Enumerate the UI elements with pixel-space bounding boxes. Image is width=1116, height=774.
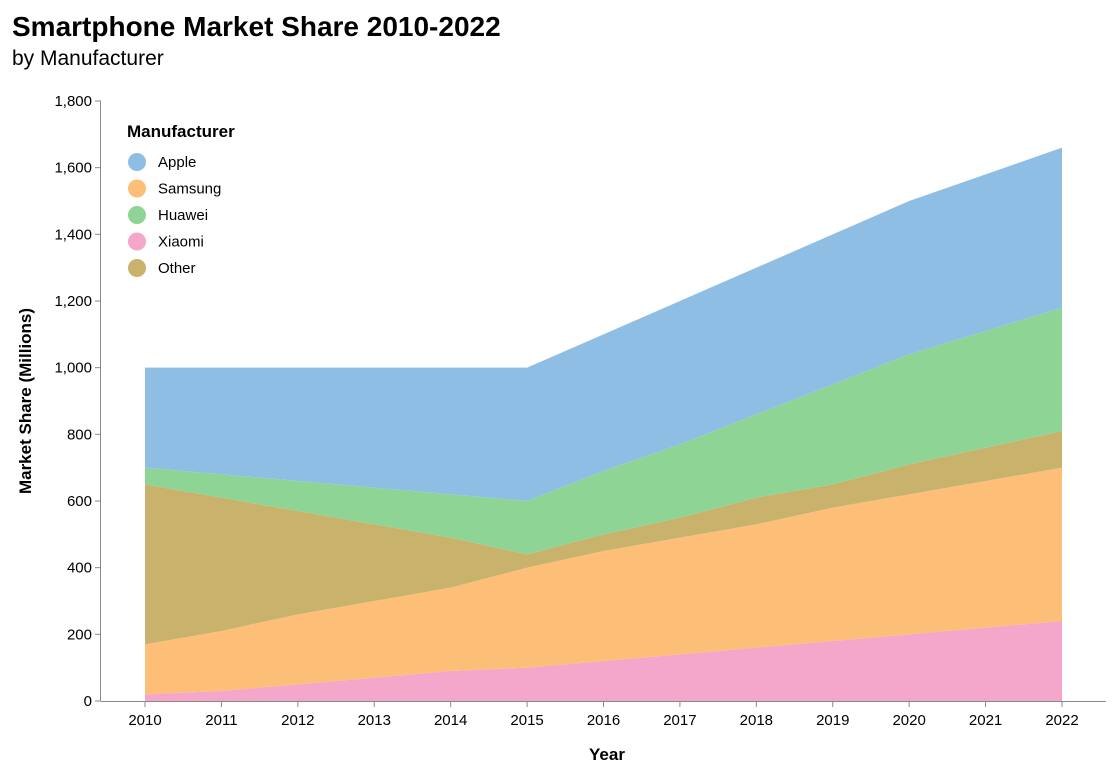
y-axis-title: Market Share (Millions) [16, 308, 35, 494]
x-axis-title: Year [589, 745, 625, 764]
y-tick-label: 0 [84, 693, 92, 710]
area-apple [145, 147, 1062, 502]
legend-label-apple: Apple [158, 154, 196, 171]
y-tick-label: 1,000 [54, 360, 92, 377]
legend-swatch-xiaomi [128, 232, 146, 251]
legend-swatch-huawei [128, 206, 146, 224]
x-tick-label: 2017 [663, 712, 696, 729]
legend-label-samsung: Samsung [158, 181, 221, 198]
y-tick-label: 1,200 [54, 293, 92, 310]
x-tick-label: 2011 [205, 712, 237, 729]
x-axis: 2010 2011 2012 2013 2014 2015 2016 2017 2018 2019… [101, 701, 1106, 729]
legend-swatch-apple [128, 153, 146, 171]
x-tick-label: 2019 [816, 712, 849, 729]
legend-label-huawei: Huawei [158, 207, 208, 224]
chart-subtitle: by Manufacturer [12, 47, 164, 70]
x-tick-label: 2018 [740, 712, 773, 729]
chart-title: Smartphone Market Share 2010-2022 [12, 11, 501, 42]
x-tick-label: 2021 [969, 712, 1002, 729]
legend-label-other: Other [158, 260, 196, 277]
areas-layer [145, 147, 1062, 701]
y-tick-label: 1,400 [54, 226, 92, 243]
y-tick-label: 1,600 [54, 160, 92, 177]
y-tick-label: 800 [67, 426, 92, 443]
legend-label-xiaomi: Xiaomi [158, 234, 204, 251]
legend-title: Manufacturer [127, 122, 235, 141]
x-tick-label: 2015 [510, 712, 543, 729]
x-tick-label: 2012 [281, 712, 314, 729]
legend-swatch-samsung [128, 179, 146, 198]
x-tick-label: 2020 [892, 712, 925, 729]
y-tick-label: 1,800 [54, 93, 92, 110]
x-tick-label: 2014 [434, 712, 467, 729]
legend: Manufacturer Apple Samsung Huawei Xiaomi Oth… [127, 122, 235, 277]
area-huawei [145, 307, 1062, 555]
x-tick-label: 2022 [1045, 712, 1078, 729]
area-samsung [145, 467, 1062, 695]
legend-swatch-other [128, 259, 146, 277]
x-tick-label: 2013 [358, 712, 391, 729]
x-tick-label: 2010 [128, 712, 161, 729]
area-other [145, 431, 1062, 645]
y-axis: 0 200 400 600 800 1,000 1,200 1,400 1,600 1,800 [54, 93, 101, 710]
x-tick-label: 2016 [587, 712, 620, 729]
y-tick-label: 400 [67, 560, 92, 577]
y-tick-label: 600 [67, 493, 92, 510]
y-tick-label: 200 [67, 626, 92, 643]
